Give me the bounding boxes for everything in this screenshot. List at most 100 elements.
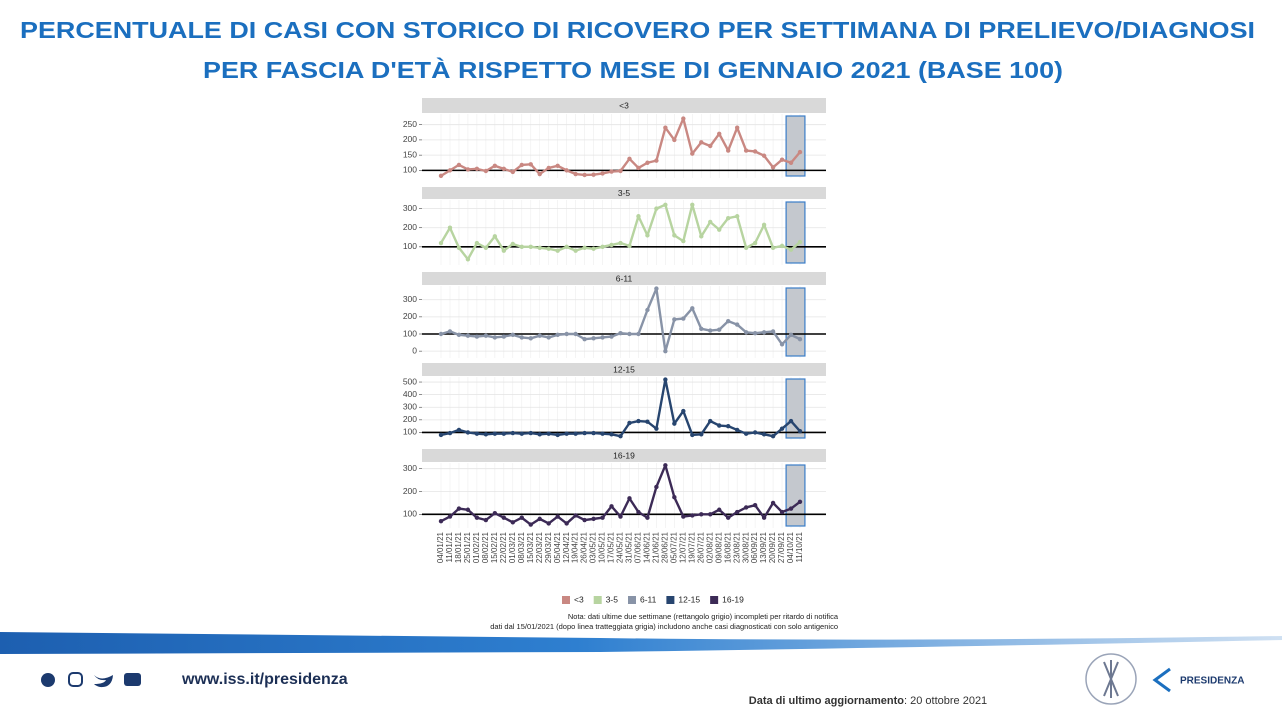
data-point [761, 330, 767, 335]
footer-band [0, 632, 1282, 654]
footer-url[interactable]: www.iss.it/presidenza [181, 671, 348, 688]
x-tick-label: 19/07/21 [687, 531, 696, 563]
x-tick-group: 12/07/21 [678, 531, 687, 563]
data-point [573, 171, 578, 177]
data-point [555, 163, 560, 169]
data-point [752, 430, 758, 435]
data-point [537, 245, 542, 250]
x-tick-group: 02/08/21 [705, 531, 714, 563]
data-point [483, 517, 489, 523]
data-point [699, 512, 704, 517]
data-point [717, 423, 722, 428]
data-point [663, 202, 668, 207]
x-tick-group: 25/01/21 [463, 531, 472, 563]
x-tick-label: 09/08/21 [714, 531, 723, 563]
data-point [465, 333, 471, 338]
data-point [564, 168, 569, 173]
x-tick-group: 27/09/21 [777, 531, 786, 563]
data-point [465, 430, 471, 435]
x-tick-group: 22/02/21 [499, 531, 508, 563]
data-point [636, 331, 641, 337]
data-point [690, 432, 695, 438]
data-point [672, 317, 677, 322]
data-point [609, 504, 614, 509]
data-point [618, 434, 623, 439]
data-point [600, 515, 605, 520]
data-point [483, 168, 489, 174]
data-point [618, 168, 623, 174]
x-tick-group: 26/07/21 [696, 531, 705, 563]
data-point [546, 431, 551, 436]
x-tick-label: 06/09/21 [750, 531, 759, 563]
x-tick-group: 16/08/21 [723, 531, 732, 563]
data-point [456, 506, 462, 511]
data-point [636, 418, 641, 424]
data-point [690, 151, 695, 156]
data-point [537, 333, 542, 338]
x-tick-group: 12/04/21 [562, 531, 571, 563]
data-point [519, 162, 524, 168]
data-point [717, 227, 722, 232]
data-point [510, 169, 515, 175]
data-point [627, 156, 632, 161]
x-tick-group: 20/09/21 [768, 531, 777, 563]
x-tick-label: 08/02/21 [481, 531, 490, 563]
panel-header [422, 98, 826, 113]
x-tick-group: 15/02/21 [490, 531, 499, 563]
x-tick-group: 29/03/21 [544, 531, 553, 563]
legend-label: 3-5 [606, 594, 619, 604]
x-tick-group: 03/05/21 [589, 531, 598, 563]
x-tick-group: 26/04/21 [580, 531, 589, 563]
data-point [663, 377, 668, 382]
data-point [645, 307, 650, 313]
data-point [582, 336, 587, 342]
x-tick-label: 26/04/21 [580, 531, 589, 563]
data-point [609, 334, 614, 339]
x-tick-label: 18/01/21 [454, 531, 463, 563]
youtube-icon [124, 673, 141, 686]
title-line: PERCENTUALE DI CASI CON STORICO DI RICOV… [20, 17, 1255, 43]
data-point [788, 506, 794, 511]
data-point [609, 242, 614, 248]
data-point [591, 172, 596, 177]
plot-background [422, 200, 826, 265]
data-point [492, 431, 498, 436]
plot-background [422, 286, 826, 358]
data-point [743, 431, 749, 436]
x-tick-label: 02/08/21 [705, 531, 714, 563]
data-point [528, 244, 533, 250]
x-tick-group: 11/10/21 [795, 531, 804, 562]
update-value: : 20 ottobre 2021 [904, 695, 987, 707]
y-tick-label: 150 [403, 149, 417, 159]
data-point [779, 509, 785, 515]
data-point [797, 149, 803, 155]
data-point [447, 168, 453, 173]
x-tick-label: 17/05/21 [607, 531, 616, 563]
x-tick-group: 11/01/21 [445, 531, 454, 562]
data-point [717, 507, 722, 512]
panel-title: 12-15 [613, 364, 635, 374]
note: dati dal 15/01/2021 (dopo linea trattegg… [490, 622, 838, 631]
twitter-icon [94, 675, 113, 688]
x-tick-label: 14/06/21 [643, 531, 652, 563]
y-tick-label: 500 [403, 376, 417, 386]
x-tick-label: 23/08/21 [732, 531, 741, 563]
data-point [797, 336, 803, 342]
data-point [779, 157, 785, 162]
data-point [627, 420, 632, 426]
data-point [663, 348, 668, 354]
data-point [627, 243, 632, 249]
x-tick-group: 14/06/21 [643, 531, 652, 563]
panel-title: <3 [619, 100, 629, 110]
data-point [564, 431, 569, 436]
data-point [465, 507, 471, 512]
y-tick-label: 200 [403, 134, 417, 144]
data-point [699, 326, 704, 332]
data-point [501, 334, 507, 339]
data-point [555, 432, 560, 438]
x-tick-label: 01/03/21 [508, 531, 517, 563]
panel-title: 16-19 [613, 450, 635, 460]
x-tick-label: 10/05/21 [598, 531, 607, 563]
data-point [636, 214, 641, 219]
x-tick-group: 05/07/21 [669, 531, 678, 563]
